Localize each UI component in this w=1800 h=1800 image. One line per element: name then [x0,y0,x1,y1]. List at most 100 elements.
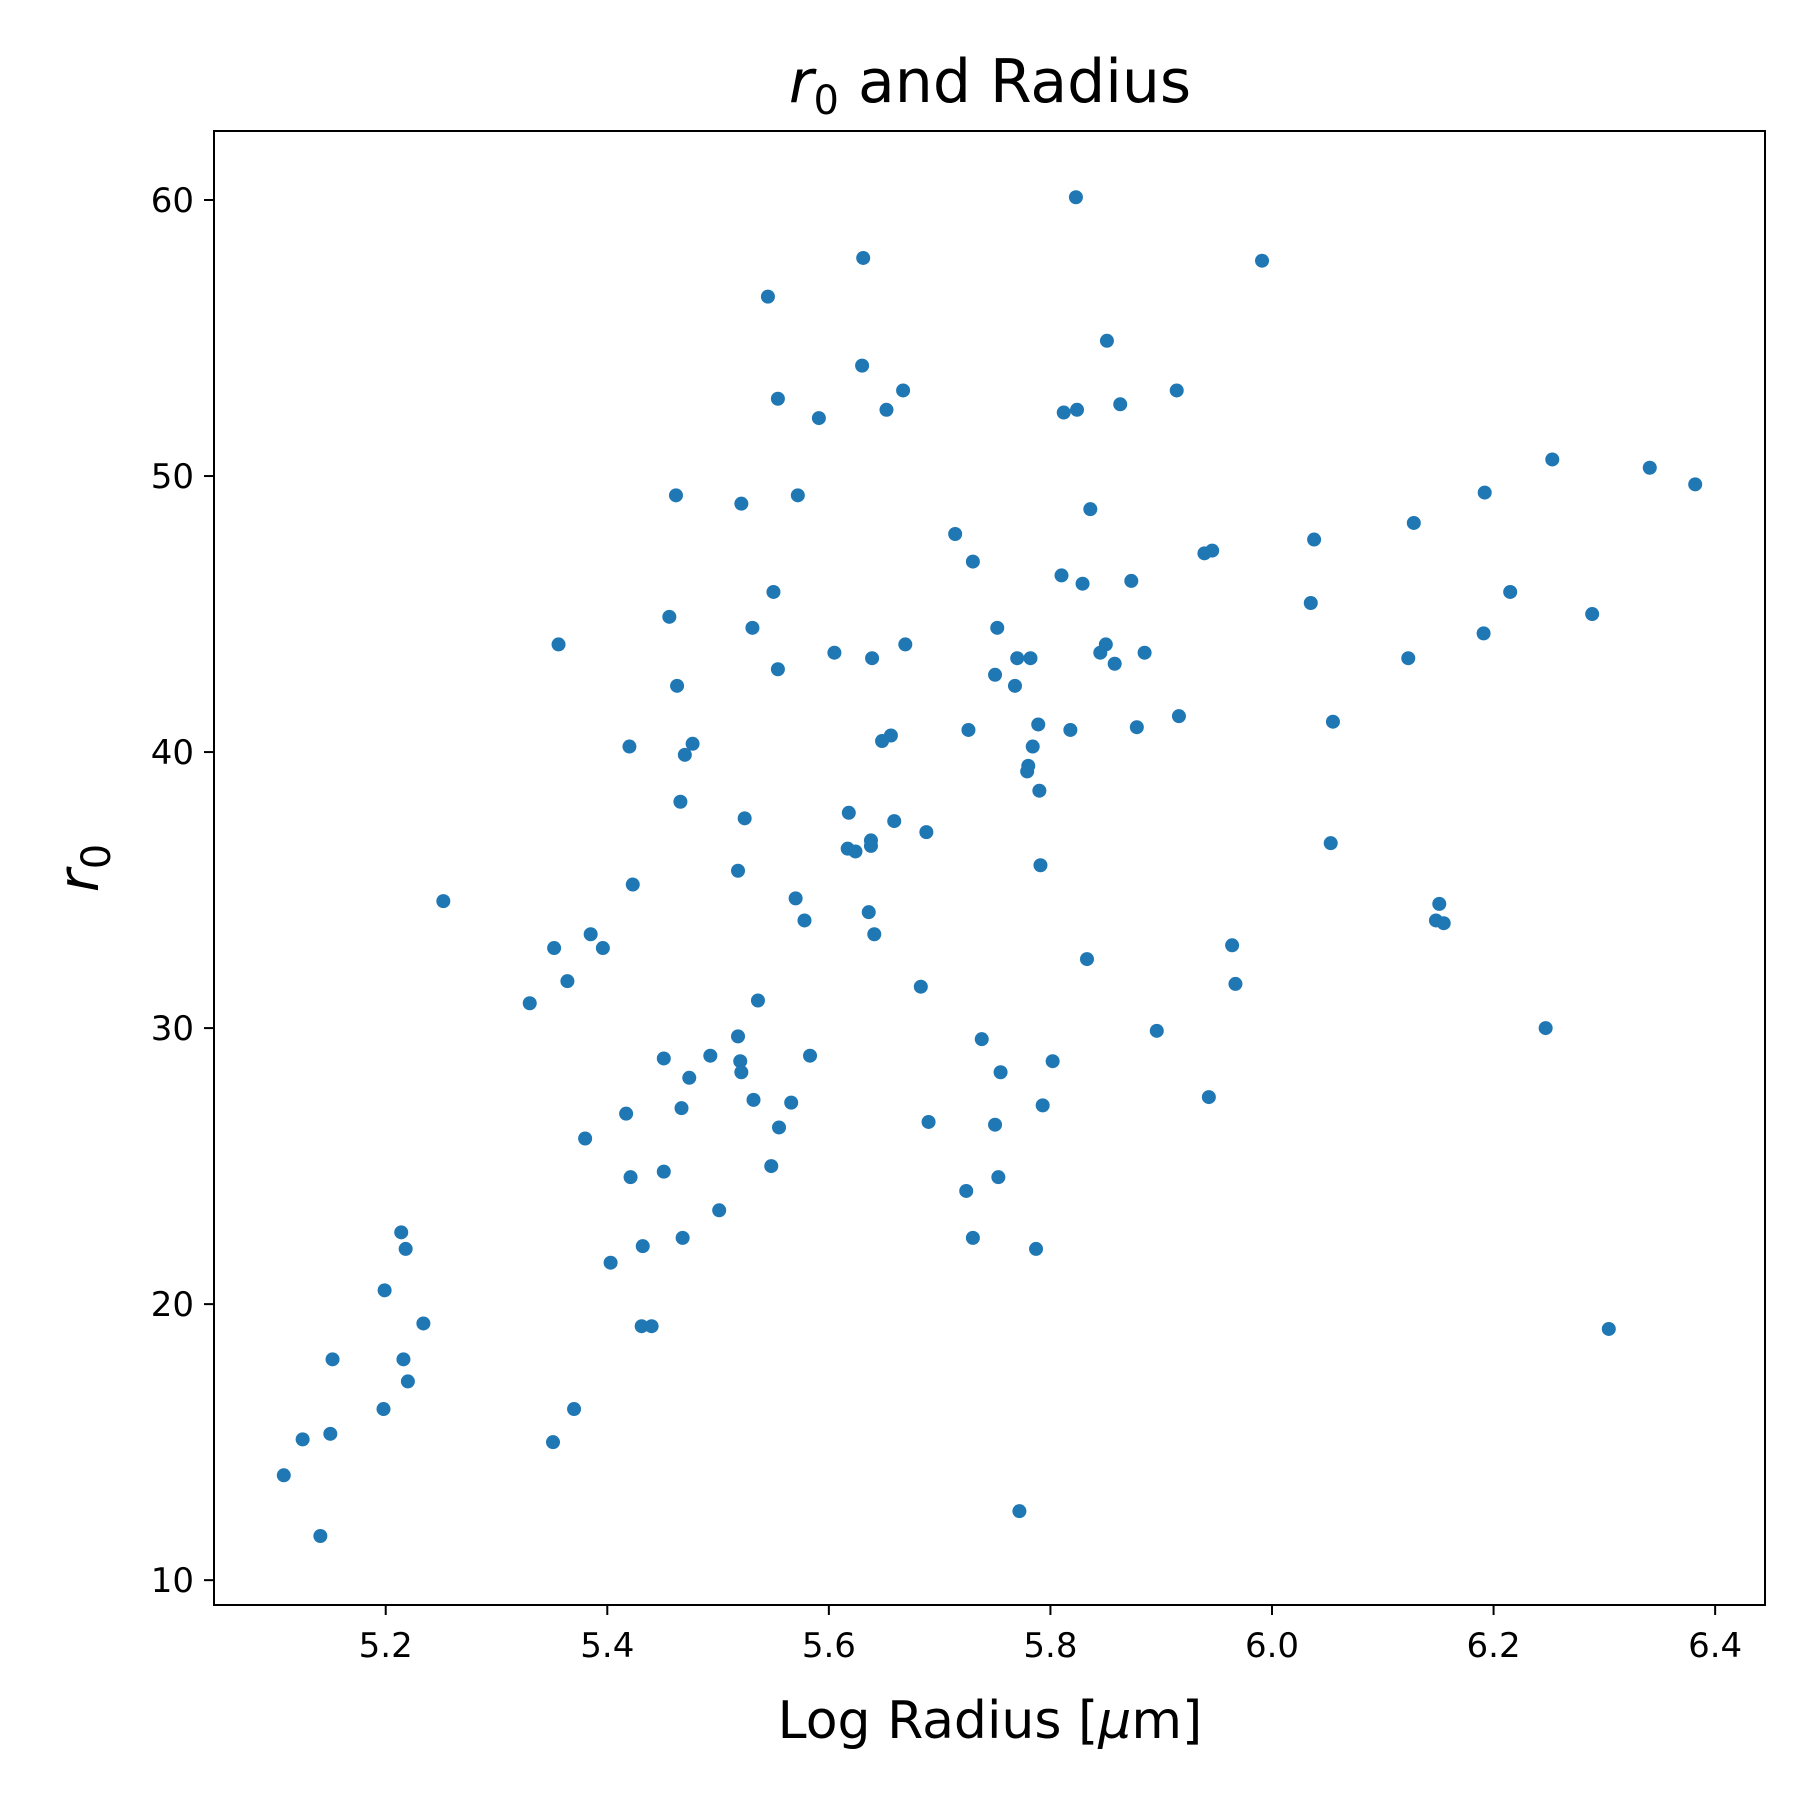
data-point [797,913,812,928]
data-point [1325,714,1340,729]
data-point [1113,397,1128,412]
data-point [1068,190,1083,205]
data-point [1642,460,1657,475]
data-point [1171,709,1186,724]
data-point [790,488,805,503]
data-point [1545,452,1560,467]
data-point [913,979,928,994]
data-point [1056,405,1071,420]
data-point [1033,858,1048,873]
data-point [1107,656,1122,671]
data-point [1099,333,1114,348]
y-axis-label: r0 [47,844,120,892]
data-point [1476,626,1491,641]
data-point [919,825,934,840]
data-point [1255,253,1270,268]
data-point [396,1352,411,1367]
data-point [522,996,537,1011]
x-tick-label: 6.4 [1688,1626,1742,1666]
plot-frame [213,130,1766,1606]
data-point [1063,722,1078,737]
data-point [993,1065,1008,1080]
data-point [770,391,785,406]
data-point [965,1230,980,1245]
data-point [898,637,913,652]
data-point [990,620,1005,635]
data-point [400,1374,415,1389]
data-point [855,358,870,373]
data-point [848,844,863,859]
data-point [1538,1021,1553,1036]
data-point [1031,717,1046,732]
data-point [764,1159,779,1174]
data-point [677,747,692,762]
y-tick-label: 30 [151,1009,194,1049]
data-point [988,667,1003,682]
x-axis-label: Log Radius [μm] [778,1691,1203,1751]
x-axis-label-mu: μ [1097,1691,1131,1751]
data-point [1021,758,1036,773]
data-point [863,838,878,853]
data-point [1007,678,1022,693]
data-point [1023,651,1038,666]
data-point [1129,720,1144,735]
y-tick-label: 20 [151,1285,194,1325]
x-axis-ticks: 5.2 5.4 5.6 5.8 6.0 6.2 6.4 [359,1605,1742,1666]
data-point [1083,502,1098,517]
y-axis-ticks: 10 20 30 40 50 60 [151,181,214,1601]
data-point [673,794,688,809]
data-point [734,496,749,511]
data-point [991,1170,1006,1185]
data-point [731,863,746,878]
data-point [668,488,683,503]
data-point [1303,596,1318,611]
data-point [1436,916,1451,931]
data-point [1054,568,1069,583]
data-point [772,1120,787,1135]
data-point [1228,976,1243,991]
title-subscript: 0 [814,78,839,124]
data-point [760,289,775,304]
data-point [276,1468,291,1483]
data-point [703,1048,718,1063]
data-point [634,1319,649,1334]
data-point [737,811,752,826]
data-point [1201,1090,1216,1105]
data-point [323,1426,338,1441]
data-point [1601,1321,1616,1336]
data-point [398,1241,413,1256]
data-point [865,651,880,666]
data-point [734,1065,749,1080]
x-axis-label-suffix: m] [1131,1691,1202,1751]
data-point [622,739,637,754]
data-point [1688,477,1703,492]
data-point [959,1183,974,1198]
data-point [745,620,760,635]
data-point [770,662,785,677]
data-point [766,584,781,599]
data-point [603,1255,618,1270]
x-tick-label: 6.0 [1245,1626,1299,1666]
data-point [803,1048,818,1063]
data-point [623,1170,638,1185]
data-point [861,905,876,920]
data-point [1029,1241,1044,1256]
data-point [682,1070,697,1085]
data-point [1406,515,1421,530]
data-point [662,609,677,624]
data-point [988,1117,1003,1132]
data-point [1079,952,1094,967]
data-point [811,411,826,426]
data-point [644,1319,659,1334]
data-point [1503,584,1518,599]
data-point [965,554,980,569]
data-point [1012,1504,1027,1519]
data-point [1477,485,1492,500]
data-point [656,1164,671,1179]
data-point [376,1402,391,1417]
data-point [1124,573,1139,588]
data-point [750,993,765,1008]
data-point [416,1316,431,1331]
data-point [685,736,700,751]
